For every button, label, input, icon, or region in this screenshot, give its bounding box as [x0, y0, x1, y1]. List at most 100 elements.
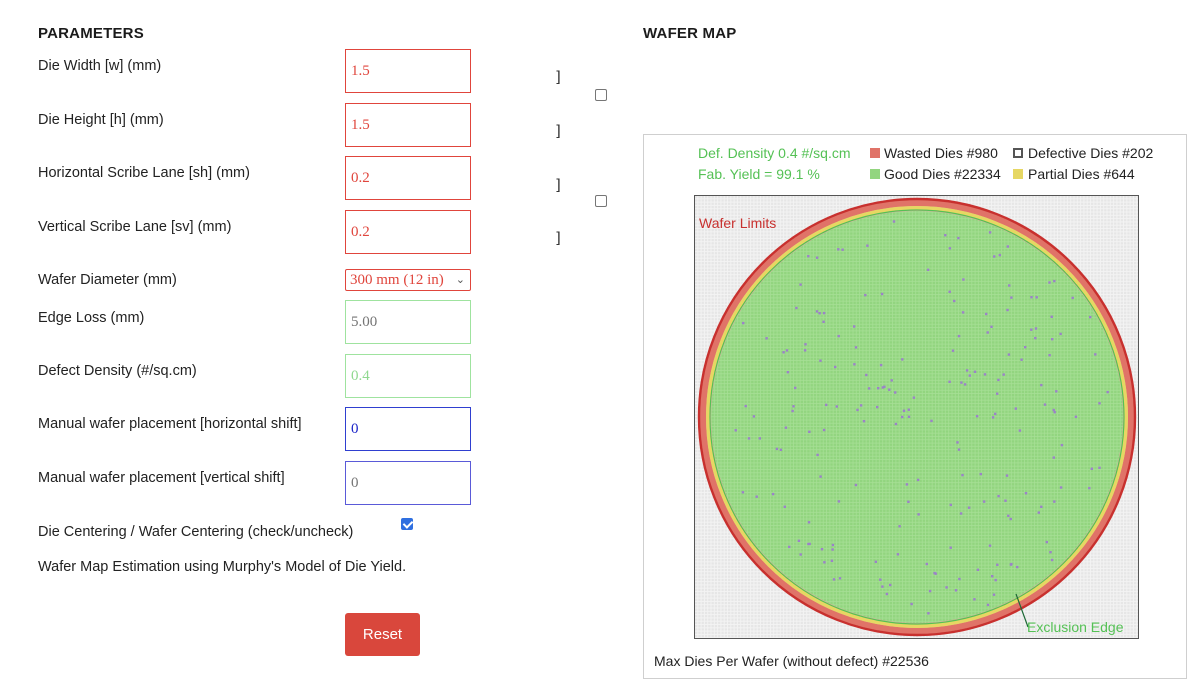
edge-loss-label: Edge Loss (mm): [38, 310, 145, 326]
defective-die: [881, 585, 884, 588]
link-scribe-checkbox[interactable]: [595, 195, 607, 207]
defective-die: [892, 220, 896, 223]
v-shift-input[interactable]: [345, 461, 471, 505]
fab-yield-readout: Fab. Yield = 99.1 %: [698, 166, 820, 182]
defective-die: [1009, 517, 1012, 521]
defective-die: [948, 290, 951, 293]
defective-die: [1008, 284, 1011, 287]
defective-die: [795, 306, 798, 310]
defective-die: [888, 388, 891, 391]
defective-die: [945, 586, 948, 589]
defective-die: [744, 404, 747, 408]
defective-die: [1098, 402, 1101, 405]
defective-die: [949, 503, 952, 507]
defective-die: [841, 248, 844, 251]
partial-dies-ring: [706, 206, 1128, 628]
defective-die: [807, 255, 810, 258]
defective-die: [831, 543, 835, 547]
wafer-diameter-select[interactable]: 300 mm (12 in) ⌄: [345, 269, 471, 291]
defective-die: [831, 548, 834, 551]
defective-die: [755, 495, 758, 498]
link-dimensions-checkbox[interactable]: [595, 89, 607, 101]
defective-die: [1089, 315, 1092, 319]
defective-die: [815, 256, 819, 259]
defective-die: [961, 473, 964, 477]
defective-die: [819, 359, 822, 362]
defective-die: [838, 577, 842, 580]
defective-die: [816, 453, 819, 457]
h-scribe-input[interactable]: [345, 156, 471, 200]
defective-die: [782, 351, 785, 354]
defective-die: [1006, 245, 1009, 248]
defective-die: [1040, 383, 1043, 387]
legend-defective: Defective Dies #202: [1028, 145, 1154, 161]
wafer-limits-label: Wafer Limits: [699, 215, 777, 231]
defective-die: [988, 544, 992, 547]
defective-die: [907, 408, 910, 411]
die-width-link-bracket: ]: [555, 68, 561, 86]
defective-die: [779, 448, 783, 451]
defective-die: [880, 292, 884, 296]
defective-die: [1030, 328, 1033, 331]
defective-die: [986, 603, 990, 607]
defective-die: [957, 448, 961, 451]
defective-die: [785, 349, 789, 352]
reset-button[interactable]: Reset: [345, 613, 420, 656]
die-height-input[interactable]: [345, 103, 471, 147]
h-shift-input[interactable]: [345, 407, 471, 451]
defective-die: [960, 381, 963, 384]
centering-checkbox[interactable]: [401, 518, 413, 530]
exclusion-edge-label: Exclusion Edge: [1027, 619, 1124, 635]
wasted-swatch: [870, 148, 880, 158]
defective-die: [1053, 411, 1056, 414]
defective-die: [837, 500, 841, 503]
defective-die: [791, 409, 794, 413]
defective-die: [854, 346, 858, 349]
defect-density-input[interactable]: [345, 354, 471, 398]
die-height-link-bracket: ]: [555, 122, 561, 140]
v-scribe-input[interactable]: [345, 210, 471, 254]
defective-die: [853, 363, 856, 366]
defective-die: [890, 379, 893, 382]
defective-die: [879, 578, 882, 581]
defective-die: [889, 583, 892, 587]
defective-die: [885, 592, 889, 596]
defective-die: [879, 363, 883, 367]
v-shift-label: Manual wafer placement [vertical shift]: [38, 470, 285, 486]
defective-die: [865, 373, 868, 377]
max-dies-readout: Max Dies Per Wafer (without defect) #225…: [654, 653, 929, 669]
centering-label: Die Centering / Wafer Centering (check/u…: [38, 524, 354, 540]
defective-die: [1050, 558, 1054, 562]
defective-die: [1024, 346, 1027, 349]
defective-die: [1059, 486, 1063, 489]
defective-die: [799, 553, 802, 556]
defective-die: [794, 386, 797, 390]
h-scribe-link-bracket: ]: [555, 176, 561, 194]
defective-die: [807, 542, 810, 546]
defective-die: [1052, 408, 1055, 412]
defective-die: [1048, 281, 1051, 284]
defective-die: [1094, 353, 1097, 356]
defective-die: [996, 563, 999, 566]
defective-die: [862, 420, 866, 423]
defective-die: [742, 321, 745, 325]
defective-die: [957, 334, 961, 338]
edge-loss-input[interactable]: [345, 300, 471, 344]
defective-die: [894, 422, 898, 426]
defective-die: [1053, 279, 1056, 283]
die-width-input[interactable]: [345, 49, 471, 93]
defective-die: [1043, 403, 1047, 406]
defective-die: [998, 253, 1001, 257]
defective-die: [927, 612, 930, 615]
defective-die: [902, 409, 906, 412]
defective-die: [1035, 296, 1038, 299]
defective-die: [1010, 296, 1013, 299]
defective-die: [896, 553, 900, 556]
defective-die: [741, 491, 745, 494]
defective-die: [1055, 390, 1058, 393]
defective-die: [1060, 443, 1064, 447]
defective-die: [944, 234, 947, 237]
defective-die: [959, 512, 963, 515]
defective-die: [1020, 358, 1023, 361]
defective-die: [996, 392, 999, 395]
